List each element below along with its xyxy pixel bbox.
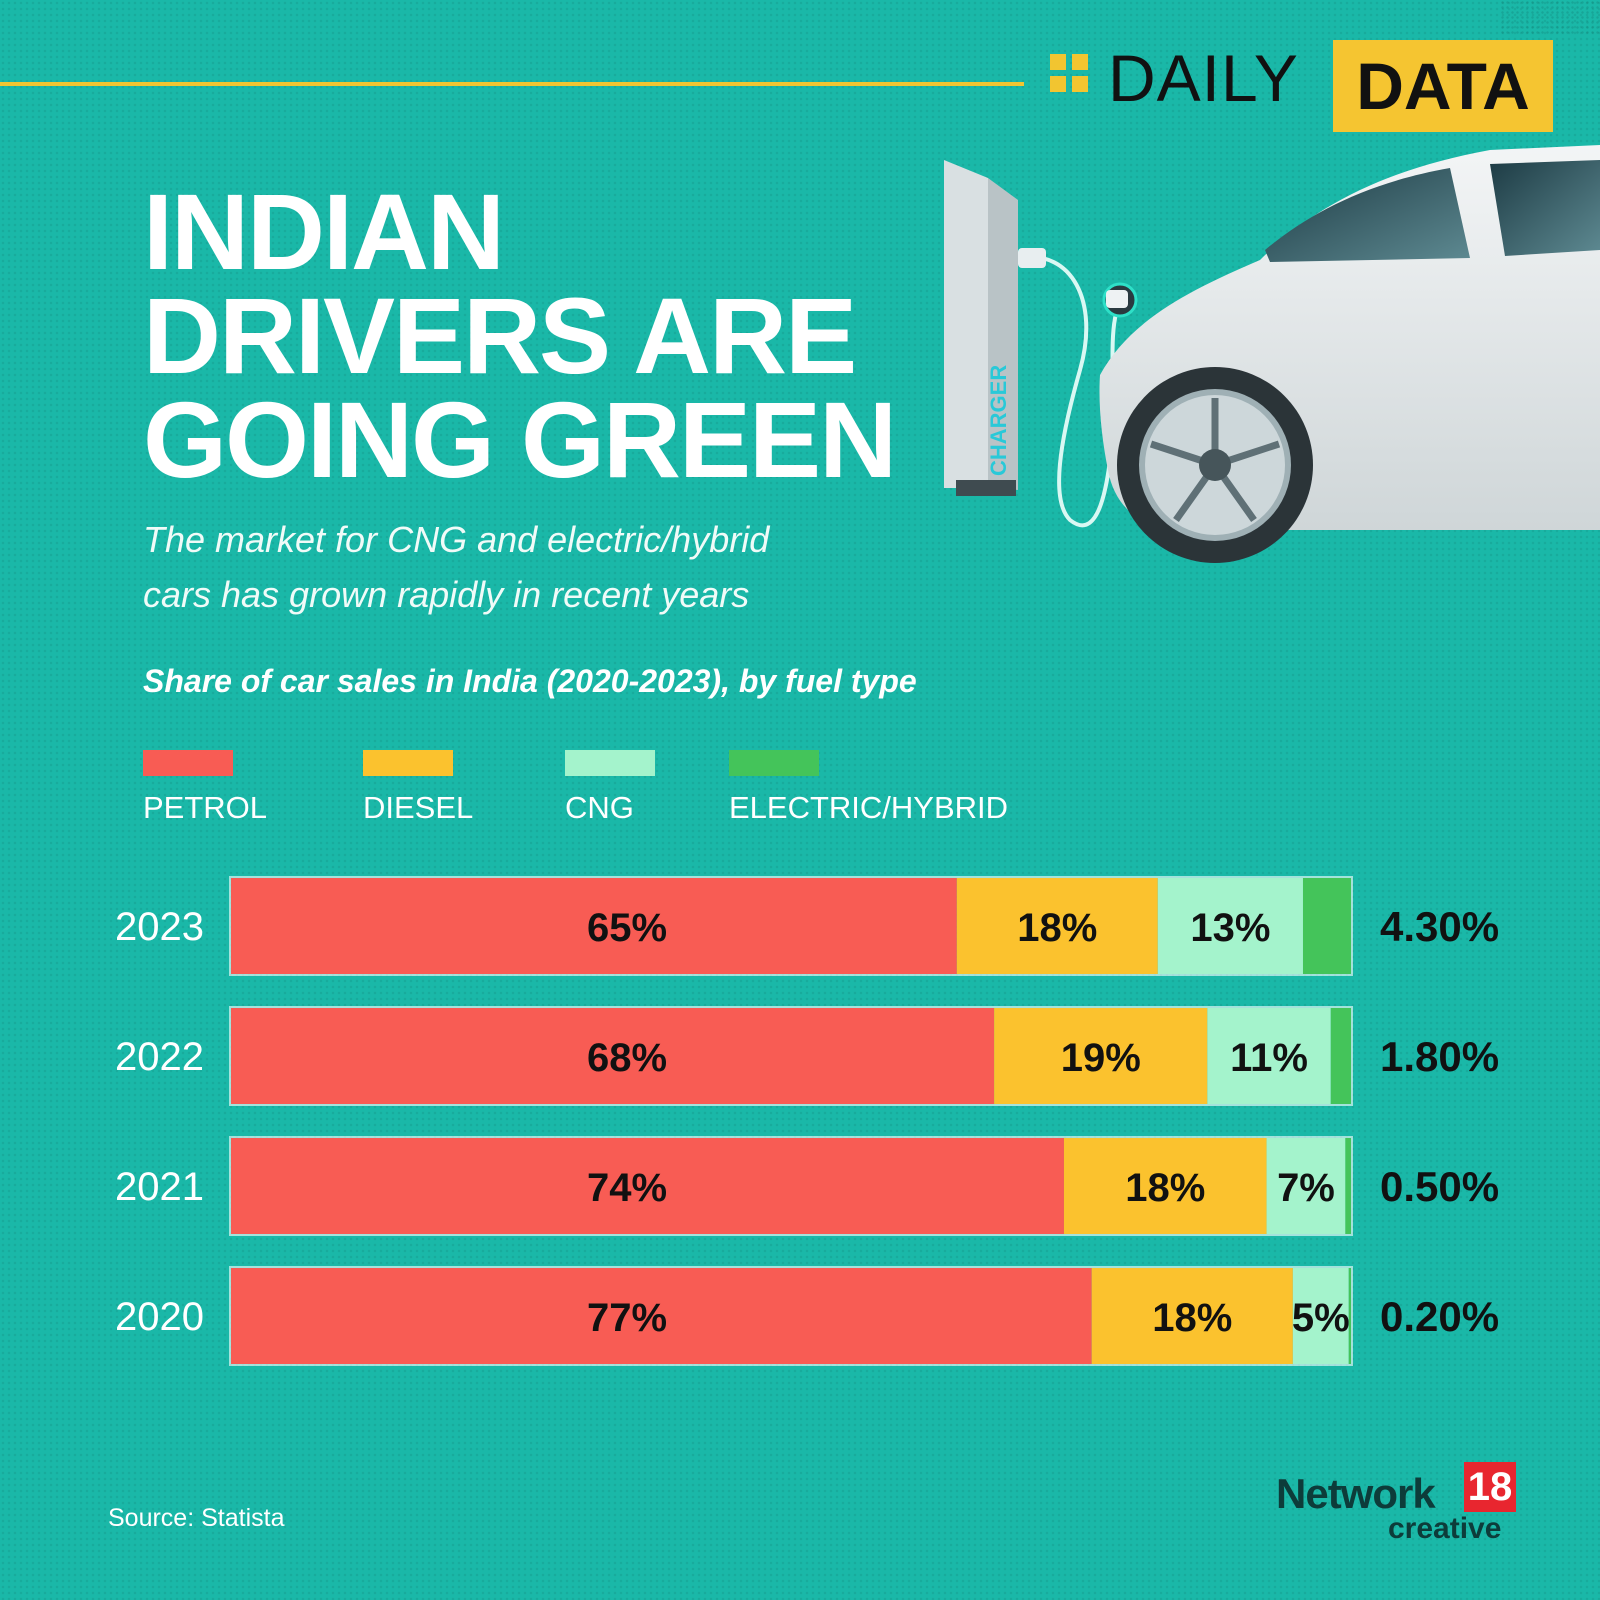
bar-frame <box>229 876 1353 976</box>
electric-value-label: 4.30% <box>1380 903 1499 950</box>
legend-label: PETROL <box>143 790 268 825</box>
year-label: 2020 <box>115 1295 204 1339</box>
bar-value-label: 7% <box>1277 1166 1335 1210</box>
bar-frame <box>229 1136 1353 1236</box>
bar-segment-electric-hybrid <box>1302 878 1351 974</box>
source-note: Source: Statista <box>108 1504 285 1532</box>
bar-value-label: 11% <box>1230 1036 1308 1080</box>
bar-frame <box>229 1266 1353 1366</box>
bar-segment-electric-hybrid <box>1330 1008 1351 1104</box>
charger-label: CHARGER <box>986 365 1011 476</box>
bar-segment-cng <box>1207 1008 1331 1104</box>
bar-value-label: 18% <box>1125 1166 1205 1210</box>
corner-texture <box>1500 0 1600 34</box>
legend-label: DIESEL <box>363 790 474 825</box>
stacked-bar-chart: 2023 65% 18% 13% 4.30% 2022 68% 19% 11% 1.80% 2021… <box>115 876 1499 1366</box>
brand-word: DAILY <box>1108 41 1299 115</box>
bar-segment-petrol <box>231 1268 1092 1364</box>
subtitle: The market for CNG and electric/hybrid c… <box>143 512 943 622</box>
brand-highlight-box: DATA <box>1333 40 1553 132</box>
bar-value-label: 77% <box>587 1296 667 1340</box>
bar-value-label: 19% <box>1061 1036 1141 1080</box>
footer-brand-sub: creative <box>1388 1512 1502 1545</box>
electric-value-label: 0.50% <box>1380 1163 1499 1210</box>
bar-value-label: 18% <box>1152 1296 1232 1340</box>
bar-segment-electric-hybrid <box>1345 1138 1351 1234</box>
brand-highlight: DATA <box>1356 49 1530 123</box>
bar-segment-cng <box>1292 1268 1349 1364</box>
bar-segment-petrol <box>231 878 957 974</box>
footer-brand-name: Network <box>1276 1470 1436 1517</box>
bar-segment-diesel <box>1063 1138 1267 1234</box>
header-rule <box>0 82 1024 86</box>
year-label: 2023 <box>115 905 204 949</box>
legend-swatch-diesel <box>363 750 453 776</box>
bar-segment-petrol <box>231 1008 995 1104</box>
bar-segment-diesel <box>1091 1268 1293 1364</box>
title-line: DRIVERS ARE <box>143 275 857 396</box>
title-line: GOING GREEN <box>143 379 897 500</box>
bar-value-label: 68% <box>587 1036 667 1080</box>
daily-data-logo-icon <box>1050 54 1090 94</box>
bar-segment-electric-hybrid <box>1348 1268 1351 1364</box>
electric-value-label: 1.80% <box>1380 1033 1499 1080</box>
bar-segment-diesel <box>994 1008 1208 1104</box>
charger-post <box>944 160 988 488</box>
bar-segment-cng <box>1157 878 1303 974</box>
page-title: INDIAN DRIVERS ARE GOING GREEN <box>143 171 943 500</box>
legend-swatch-electric <box>729 750 819 776</box>
ev-charging-illustration: CHARGER <box>944 145 1600 563</box>
year-label: 2022 <box>115 1035 204 1079</box>
bar-value-label: 74% <box>587 1166 667 1210</box>
bar-segment-cng <box>1266 1138 1346 1234</box>
legend-label: ELECTRIC/HYBRID <box>729 790 1009 825</box>
bar-value-label: 18% <box>1017 906 1097 950</box>
bar-frame <box>229 1006 1353 1106</box>
footer-brand-number: 18 <box>1464 1462 1516 1512</box>
year-label: 2021 <box>115 1165 204 1209</box>
title-line: INDIAN <box>143 171 505 292</box>
bar-value-label: 13% <box>1190 906 1270 950</box>
legend-swatch-cng <box>565 750 655 776</box>
subtitle-line: The market for CNG and electric/hybrid <box>143 519 770 560</box>
bar-segment-petrol <box>231 1138 1064 1234</box>
chart-title: Share of car sales in India (2020-2023),… <box>143 663 917 699</box>
bar-value-label: 65% <box>587 906 667 950</box>
subtitle-line: cars has grown rapidly in recent years <box>143 574 750 615</box>
electric-value-label: 0.20% <box>1380 1293 1499 1340</box>
legend-swatch-petrol <box>143 750 233 776</box>
bar-segment-diesel <box>956 878 1158 974</box>
legend-label: CNG <box>565 790 634 825</box>
bar-value-label: 5% <box>1292 1296 1350 1340</box>
